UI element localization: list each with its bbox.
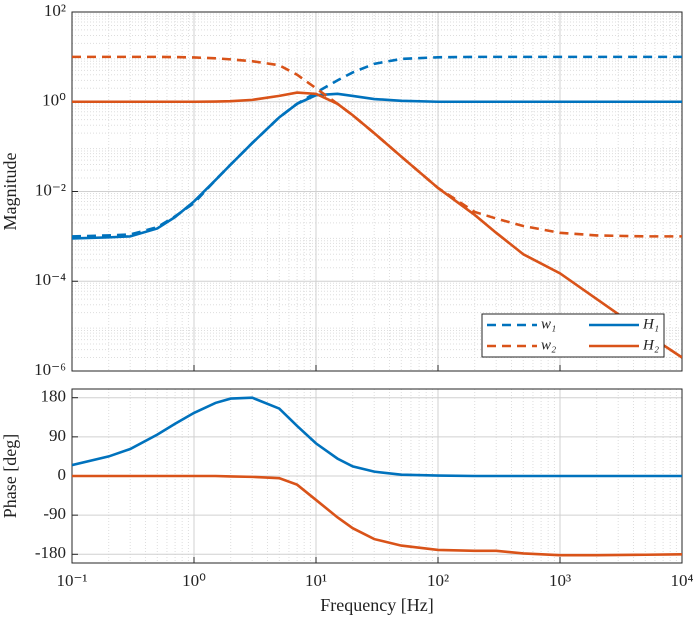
- legend-label: H₂: [642, 337, 659, 353]
- x-tick-label: 10⁴: [671, 571, 694, 590]
- y-tick-label: 10²: [44, 1, 66, 20]
- y-tick-label: 10⁰: [42, 91, 66, 110]
- legend-label: w₁: [541, 316, 556, 332]
- series-line: [72, 92, 682, 240]
- series-line: [72, 474, 682, 557]
- series-line: [72, 396, 682, 478]
- y-tick-label: 10⁻²: [35, 180, 66, 199]
- x-tick-label: 10²: [427, 571, 449, 590]
- series-line: [72, 55, 682, 238]
- y-tick-label: -180: [35, 543, 66, 562]
- y-tick-label: 180: [41, 387, 67, 406]
- x-tick-label: 10³: [549, 571, 571, 590]
- x-tick-label: 10⁰: [182, 571, 206, 590]
- y-axis-label: Phase [deg]: [0, 434, 20, 518]
- x-axis-label: Frequency [Hz]: [320, 595, 433, 615]
- axes-box: [71, 11, 683, 372]
- x-tick-label: 10¹: [305, 571, 327, 590]
- legend-box: [481, 313, 665, 358]
- y-tick-label: 10⁻⁴: [34, 270, 66, 289]
- x-tick-label: 10⁻¹: [56, 571, 87, 590]
- series-line: [72, 55, 682, 238]
- legend-label: w₂: [541, 337, 556, 353]
- legend-label: H₁: [642, 316, 659, 332]
- y-tick-label: 0: [58, 465, 67, 484]
- y-axis-label: Magnitude: [0, 153, 20, 231]
- y-tick-label: -90: [43, 504, 66, 523]
- y-tick-label: 90: [49, 426, 66, 445]
- series-line: [72, 91, 682, 359]
- y-tick-label: 10⁻⁶: [34, 360, 66, 379]
